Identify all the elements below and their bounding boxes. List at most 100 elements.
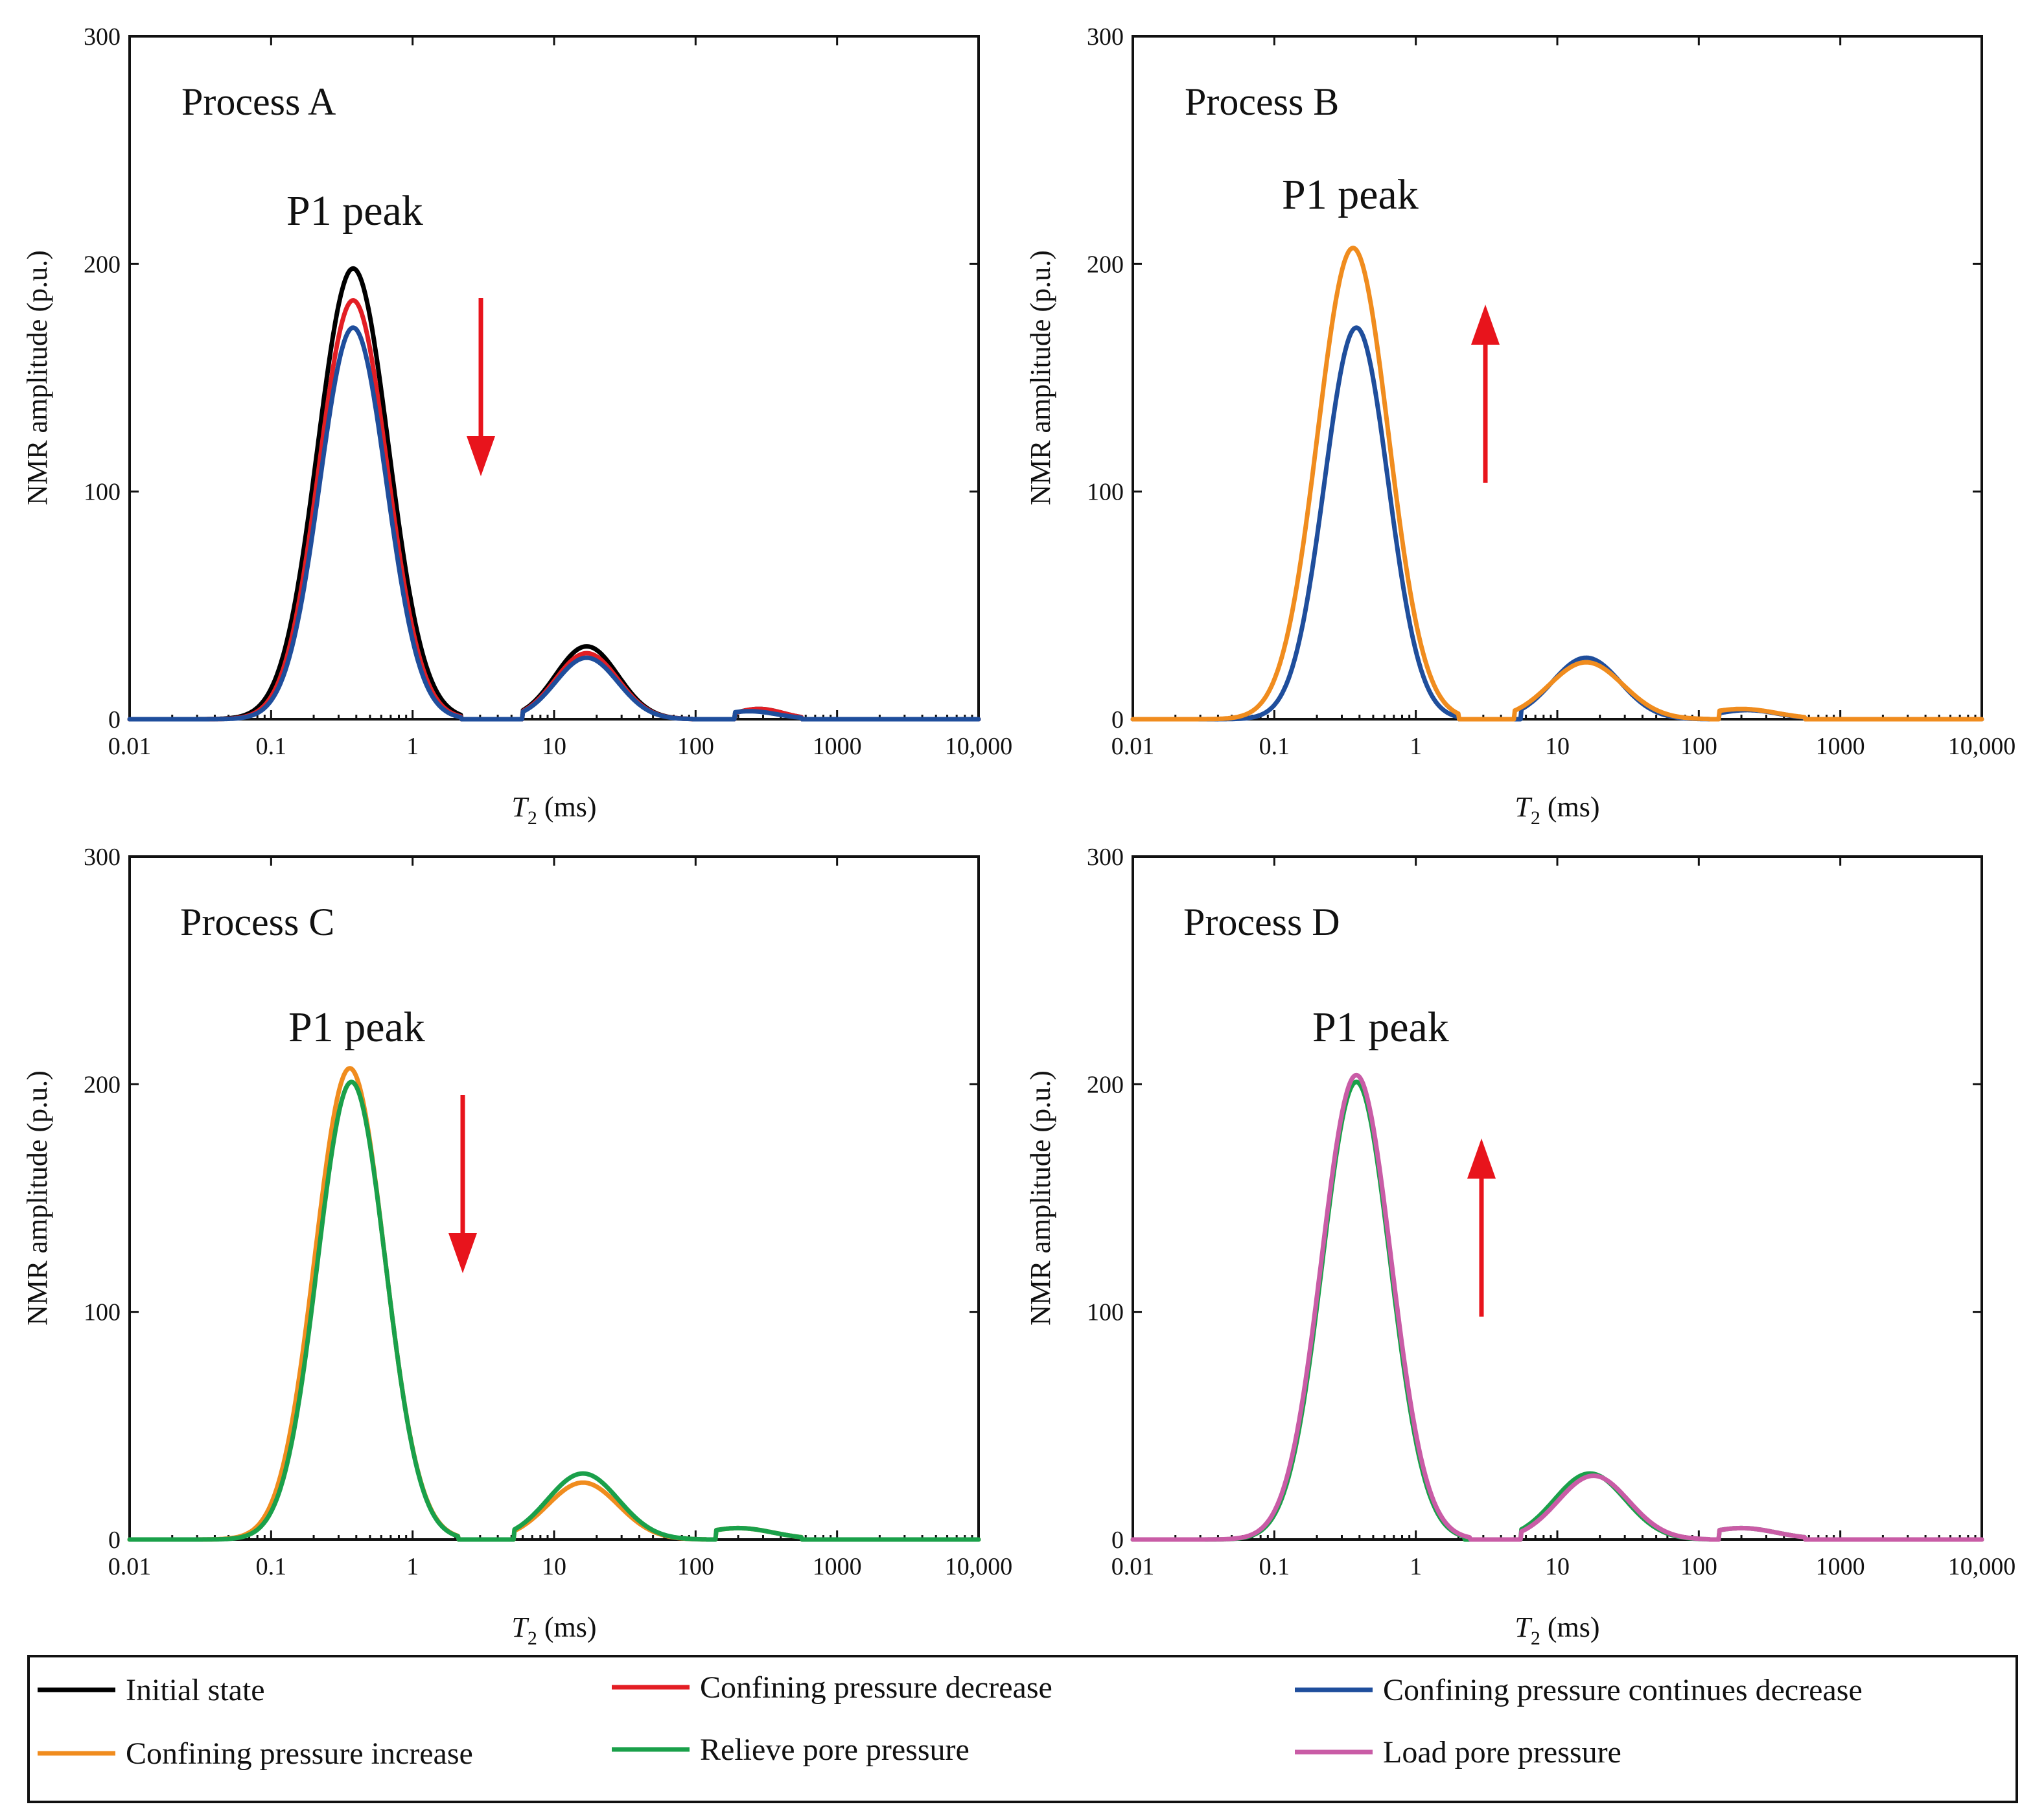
x-tick-label: 1 bbox=[406, 1553, 419, 1580]
peak-annotation: P1 peak bbox=[286, 187, 423, 235]
y-tick-label: 0 bbox=[1111, 706, 1124, 733]
x-tick-label: 1000 bbox=[813, 733, 862, 760]
x-tick-label: 0.01 bbox=[1111, 1553, 1155, 1580]
series-line bbox=[1130, 1079, 1984, 1542]
up-arrow-icon bbox=[1467, 1138, 1496, 1179]
chart-panel: 0.01 0.1 1 10 100 1000 10,000 0 100 200 300 T2 (ms)… bbox=[1025, 844, 2015, 1649]
plot-frame bbox=[1132, 35, 1983, 721]
y-tick-label: 200 bbox=[1087, 251, 1124, 278]
legend-label: Confining pressure increase bbox=[126, 1736, 473, 1771]
peak-annotation: P1 peak bbox=[1282, 171, 1419, 218]
y-tick-label: 300 bbox=[1087, 23, 1124, 51]
y-axis-title: NMR amplitude (p.u.) bbox=[1025, 1070, 1056, 1326]
process-label: Process A bbox=[181, 80, 336, 123]
x-tick-label: 100 bbox=[677, 1553, 714, 1580]
x-tick-label: 10,000 bbox=[1948, 1553, 2016, 1580]
chart-panel: 0.01 0.1 1 10 100 1000 10,000 0 100 200 300 T2 (ms)… bbox=[21, 844, 1012, 1649]
y-axis-title: NMR amplitude (p.u.) bbox=[1025, 250, 1056, 505]
legend-label: Confining pressure continues decrease bbox=[1383, 1673, 1863, 1707]
legend: Initial state Confining pressure decrease… bbox=[27, 1655, 2018, 1803]
y-tick-label: 0 bbox=[108, 1527, 121, 1554]
x-axis-title: T2 (ms) bbox=[1515, 1611, 1599, 1649]
series-line bbox=[127, 266, 981, 722]
x-tick-label: 10 bbox=[542, 1553, 566, 1580]
x-tick-label: 100 bbox=[1680, 733, 1717, 760]
y-tick-label: 300 bbox=[84, 23, 121, 51]
plot-frame bbox=[1132, 855, 1983, 1541]
legend-frame bbox=[27, 1655, 2018, 1803]
process-label: Process C bbox=[180, 901, 334, 943]
x-tick-label: 10 bbox=[542, 733, 566, 760]
x-tick-label: 100 bbox=[1680, 1553, 1717, 1580]
legend-label: Confining pressure decrease bbox=[700, 1670, 1052, 1705]
y-axis-title: NMR amplitude (p.u.) bbox=[21, 250, 53, 505]
x-tick-label: 10 bbox=[1545, 733, 1570, 760]
x-axis-title-subscript: 2 bbox=[1531, 1628, 1540, 1649]
x-axis-title-symbol: T bbox=[1515, 791, 1533, 823]
y-tick-label: 100 bbox=[1087, 479, 1124, 506]
peak-annotation: P1 peak bbox=[1312, 1004, 1449, 1051]
x-tick-label: 0.1 bbox=[256, 733, 287, 760]
x-axis-title: T2 (ms) bbox=[1515, 791, 1599, 829]
y-tick-label: 200 bbox=[84, 251, 121, 278]
series-line bbox=[1130, 1072, 1984, 1542]
x-axis-title-symbol: T bbox=[1515, 1611, 1533, 1643]
x-tick-label: 1000 bbox=[1816, 1553, 1865, 1580]
x-tick-label: 0.1 bbox=[256, 1553, 287, 1580]
x-axis-title-subscript: 2 bbox=[528, 807, 537, 829]
y-tick-label: 0 bbox=[108, 706, 121, 733]
y-tick-label: 300 bbox=[1087, 844, 1124, 871]
series-line bbox=[127, 1079, 981, 1542]
chart-panel: 0.01 0.1 1 10 100 1000 10,000 0 100 200 300 T2 (ms)… bbox=[1025, 23, 2015, 829]
x-tick-label: 0.1 bbox=[1259, 1553, 1290, 1580]
series-line bbox=[1130, 246, 1984, 722]
x-tick-label: 10,000 bbox=[945, 1553, 1013, 1580]
x-tick-label: 10 bbox=[1545, 1553, 1570, 1580]
up-arrow-icon bbox=[1471, 305, 1500, 345]
y-tick-label: 100 bbox=[84, 1299, 121, 1326]
x-tick-label: 1 bbox=[1410, 733, 1422, 760]
series-line bbox=[127, 325, 981, 722]
legend-label: Load pore pressure bbox=[1383, 1735, 1621, 1770]
x-axis-title-unit: (ms) bbox=[1540, 791, 1600, 823]
y-tick-label: 200 bbox=[1087, 1071, 1124, 1098]
x-axis-title-unit: (ms) bbox=[1540, 1611, 1600, 1643]
plot-frame bbox=[128, 855, 980, 1541]
x-tick-label: 1000 bbox=[813, 1553, 862, 1580]
x-tick-label: 1 bbox=[406, 733, 419, 760]
y-tick-label: 0 bbox=[1111, 1527, 1124, 1554]
x-tick-label: 10,000 bbox=[945, 733, 1013, 760]
y-tick-label: 100 bbox=[1087, 1299, 1124, 1326]
process-label: Process B bbox=[1185, 80, 1339, 123]
process-label: Process D bbox=[1183, 901, 1340, 943]
x-axis-title: T2 (ms) bbox=[511, 1611, 596, 1649]
y-tick-label: 300 bbox=[84, 844, 121, 871]
down-arrow-icon bbox=[448, 1233, 477, 1273]
y-axis-title: NMR amplitude (p.u.) bbox=[21, 1070, 53, 1326]
legend-label: Initial state bbox=[126, 1673, 265, 1707]
x-tick-label: 100 bbox=[677, 733, 714, 760]
x-axis-title-unit: (ms) bbox=[537, 791, 597, 823]
chart-panel: 0.01 0.1 1 10 100 1000 10,000 0 100 200 300 T2 (ms)… bbox=[21, 23, 1012, 829]
x-axis-title-subscript: 2 bbox=[528, 1628, 537, 1649]
series-line bbox=[1130, 325, 1984, 722]
x-tick-label: 0.01 bbox=[1111, 733, 1155, 760]
x-tick-label: 0.01 bbox=[108, 733, 152, 760]
legend-label: Relieve pore pressure bbox=[700, 1733, 970, 1767]
plot-frame bbox=[128, 35, 980, 721]
series-line bbox=[127, 298, 981, 722]
x-axis-title: T2 (ms) bbox=[511, 791, 596, 829]
down-arrow-icon bbox=[467, 436, 495, 476]
x-tick-label: 0.01 bbox=[108, 1553, 152, 1580]
x-axis-title-subscript: 2 bbox=[1531, 807, 1540, 829]
x-axis-title-symbol: T bbox=[511, 1611, 529, 1643]
x-axis-title-symbol: T bbox=[511, 791, 529, 823]
x-tick-label: 1000 bbox=[1816, 733, 1865, 760]
y-tick-label: 200 bbox=[84, 1071, 121, 1098]
y-tick-label: 100 bbox=[84, 479, 121, 506]
series-line bbox=[127, 1066, 981, 1542]
x-tick-label: 0.1 bbox=[1259, 733, 1290, 760]
x-tick-label: 1 bbox=[1410, 1553, 1422, 1580]
